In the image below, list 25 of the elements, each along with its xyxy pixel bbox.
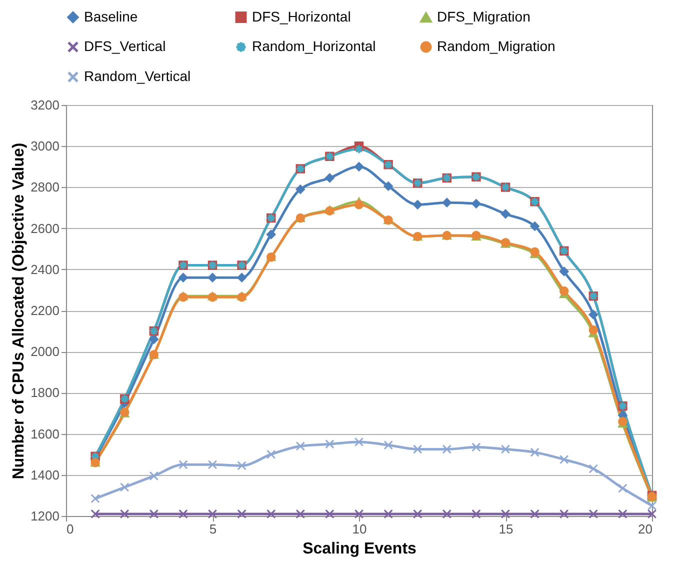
legend-label: Random_Horizontal: [252, 38, 376, 54]
legend-label: Random_Vertical: [84, 68, 191, 84]
y-tick-label: 2400: [30, 262, 60, 277]
x-tick-label: 5: [209, 522, 217, 536]
y-tick-label: 1200: [30, 508, 60, 524]
legend-label: Baseline: [84, 8, 138, 24]
x-tick-label: 20: [638, 522, 652, 536]
x-tick-label: 0: [66, 522, 74, 536]
y-tick-label: 1800: [30, 385, 60, 400]
x-axis-title: Scaling Events: [302, 540, 417, 558]
y-tick-label: 1400: [30, 467, 60, 482]
y-tick-label: 1600: [30, 426, 60, 442]
legend-label: DFS_Migration: [437, 8, 530, 25]
y-tick-label: 2800: [30, 180, 60, 195]
legend-label: DFS_Horizontal: [252, 8, 351, 24]
legend-label: DFS_Vertical: [84, 38, 166, 54]
y-tick-label: 3200: [30, 98, 60, 112]
y-tick-label: 2600: [30, 220, 60, 236]
y-tick-label: 2000: [30, 344, 60, 360]
y-axis-title: Number of CPUs Allocated (Objective Value): [10, 142, 28, 480]
y-tick-label: 2200: [30, 303, 60, 318]
legend-label: Random_Migration: [437, 38, 556, 54]
x-tick-label: 10: [352, 522, 367, 536]
x-tick-label: 15: [498, 522, 514, 536]
y-tick-label: 3000: [30, 138, 60, 154]
